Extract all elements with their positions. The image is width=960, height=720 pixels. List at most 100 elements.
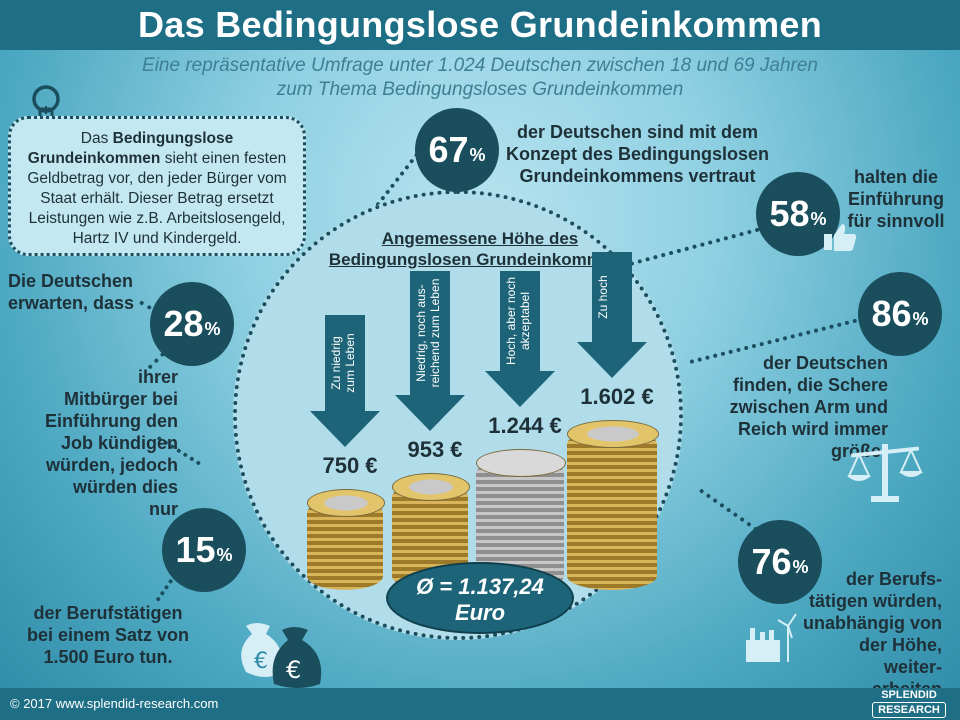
stat-67-line-1: der Deutschen sind mit dem xyxy=(516,122,759,142)
price-label-2: 953 € xyxy=(407,437,463,462)
stat-76-text: der Berufs- tätigen würden, unabhängig v… xyxy=(796,568,942,700)
arrow-label-1-line-1: Zu niedrig xyxy=(329,336,343,390)
stat-76-line-4: der Höhe, weiter- xyxy=(858,635,942,677)
price-label-1: 750 € xyxy=(322,453,378,478)
average-unit: Euro xyxy=(454,600,506,625)
stat-28-line-5: würden, jedoch xyxy=(45,455,178,475)
arrow-label-3-line-1: Hoch, aber noch xyxy=(504,276,518,366)
stat-86-value: 86 xyxy=(871,293,912,334)
money-bags-icon: € € xyxy=(241,623,322,688)
stat-67-line-3: Grundeinkommens vertraut xyxy=(519,166,756,186)
title-bar xyxy=(0,0,960,50)
stat-badge-86: 86% xyxy=(858,272,942,356)
stat-28-pretext: Die Deutschen erwarten, dass xyxy=(8,270,134,314)
stat-86-text: der Deutschen finden, die Schere zwische… xyxy=(722,352,888,462)
arrow-label-2-line-1: Niedrig, noch aus- xyxy=(414,284,428,382)
factory-icon xyxy=(746,613,797,662)
connector-76 xyxy=(698,488,759,532)
page-title: Das Bedingungslose Grundeinkommen xyxy=(137,4,822,45)
stat-28-pre-line-2: erwarten, dass xyxy=(8,293,135,313)
logo-line-2: RESEARCH xyxy=(872,702,946,718)
stat-15-value: 15 xyxy=(175,529,216,570)
stat-28-text: ihrer Mitbürger bei Einführung den Job k… xyxy=(40,366,178,520)
price-label-4: 1.602 € xyxy=(580,384,654,409)
svg-text:€: € xyxy=(254,649,268,674)
stat-76-line-3: unabhängig von xyxy=(803,613,942,633)
stat-28-pre-line-1: Die Deutschen xyxy=(8,271,134,291)
stat-67-text: der Deutschen sind mit dem Konzept des B… xyxy=(505,121,770,187)
footer-copyright: © 2017 www.splendid-research.com xyxy=(10,696,219,711)
chart-title: Angemessene Höhe des Bedingungslosen Gru… xyxy=(300,228,660,270)
arrow-label-4: Zu hoch xyxy=(596,255,628,339)
arrow-label-1: Zu niedrig zum Leben xyxy=(329,318,361,408)
stat-86-unit: % xyxy=(912,308,929,329)
info-line-5: Leistungen wie z.B. Arbeitslosengeld, xyxy=(28,210,286,227)
arrow-shaft-2 xyxy=(410,271,450,395)
coin-stack-4 xyxy=(567,430,657,590)
arrow-label-3: Hoch, aber noch akzeptabel xyxy=(504,274,536,368)
arrow-head-4 xyxy=(577,342,647,378)
svg-text:€: € xyxy=(286,656,301,684)
chart-title-line-2: Bedingungslosen Grundeinkommens xyxy=(328,250,632,269)
arrow-label-4-line-1: Zu hoch xyxy=(596,275,610,319)
stat-86-line-2: finden, die Schere xyxy=(732,375,888,395)
stat-badge-15: 15% xyxy=(162,508,246,592)
info-bold-2: Grundeinkommen xyxy=(27,150,161,167)
stat-58-text: halten die Einführung für sinnvoll xyxy=(846,166,946,232)
info-box: Das Bedingungslose Grundeinkommen sieht … xyxy=(8,116,306,256)
stat-15-line-3: 1.500 Euro tun. xyxy=(43,647,173,667)
stat-67-unit: % xyxy=(469,144,486,165)
logo-line-1: SPLENDID xyxy=(881,689,937,701)
stat-15-text: der Berufstätigen bei einem Satz von 1.5… xyxy=(14,602,202,668)
coin-top-1 xyxy=(307,489,385,517)
stat-15-unit: % xyxy=(216,544,233,565)
stat-58-value: 58 xyxy=(769,193,810,234)
arrow-label-2-line-2: reichend zum Leben xyxy=(428,278,442,388)
stat-86-line-5: größer xyxy=(830,441,888,461)
stat-28-line-1: ihrer xyxy=(137,367,178,387)
coin-top-4 xyxy=(567,420,659,448)
scales-icon xyxy=(847,444,923,502)
arrow-shaft-4 xyxy=(592,252,632,342)
stat-badge-76: 76% xyxy=(738,520,822,604)
arrow-label-3-line-2: akzeptabel xyxy=(518,291,532,351)
info-line-4: Staat erhält. Dieser Betrag ersetzt xyxy=(40,190,274,207)
stat-76-value: 76 xyxy=(751,541,792,582)
stat-58-line-1: halten die xyxy=(853,167,938,187)
stat-15-line-1: der Berufstätigen xyxy=(33,603,183,623)
subtitle-line-1: Eine repräsentative Umfrage unter 1.024 … xyxy=(142,55,818,76)
stat-86-line-1: der Deutschen xyxy=(762,353,888,373)
arrow-head-2 xyxy=(395,395,465,431)
info-bold-1: Bedingungslose xyxy=(112,130,234,147)
stat-15-line-2: bei einem Satz von xyxy=(26,625,190,645)
info-text-1: Das xyxy=(80,130,113,147)
stat-28-value: 28 xyxy=(163,303,204,344)
average-value: Ø = 1.137,24 xyxy=(416,574,544,599)
info-text-2: sieht einen festen xyxy=(160,150,287,167)
subtitle-line-2: zum Thema Bedingungsloses Grundeinkommen xyxy=(276,79,684,100)
stat-76-line-1: der Berufs- xyxy=(845,569,942,589)
stat-86-line-3: zwischen Arm und xyxy=(729,397,888,417)
stat-28-line-2: Mitbürger bei xyxy=(63,389,178,409)
price-label-3: 1.244 € xyxy=(488,413,562,438)
stat-28-line-6: würden dies nur xyxy=(72,477,178,519)
stat-28-line-3: Einführung den xyxy=(45,411,178,431)
stat-28-unit: % xyxy=(204,318,221,339)
footer-bar xyxy=(0,688,960,720)
info-line-6: Hartz IV und Kindergeld. xyxy=(72,230,242,247)
coin-top-3 xyxy=(476,449,566,477)
arrow-label-2: Niedrig, noch aus-reichend zum Leben xyxy=(414,274,446,392)
arrow-shaft-3 xyxy=(500,271,540,371)
splendid-logo: SPLENDID RESEARCH xyxy=(872,688,946,718)
stat-28-line-4: Job kündigen xyxy=(61,433,178,453)
arrow-head-1 xyxy=(310,411,380,447)
chart-title-line-1: Angemessene Höhe des xyxy=(381,229,579,248)
stat-badge-28: 28% xyxy=(150,282,234,366)
stat-67-value: 67 xyxy=(428,129,469,170)
stat-58-line-2: Einführung xyxy=(848,189,944,209)
stat-58-line-3: für sinnvoll xyxy=(847,211,945,231)
arrow-label-1-line-2: zum Leben xyxy=(343,333,357,393)
stat-badge-67: 67% xyxy=(415,108,499,192)
stat-67-line-2: Konzept des Bedingungslosen xyxy=(505,144,769,164)
